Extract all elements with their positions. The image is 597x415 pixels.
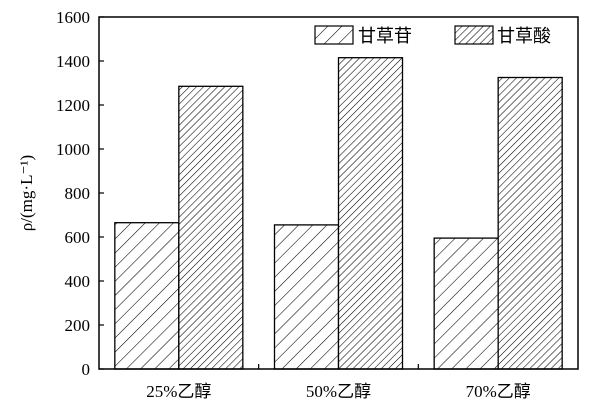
y-tick-label: 0 [82, 360, 91, 379]
x-axis: 25%乙醇 50%乙醇 70%乙醇 [146, 364, 531, 401]
x-category-label: 70%乙醇 [466, 382, 531, 401]
plot-frame [98, 16, 579, 370]
y-axis-label: ρ/(mg·L⁻¹) [17, 155, 36, 231]
bars-group [114, 57, 563, 370]
x-category-label: 50%乙醇 [306, 382, 371, 401]
bar-series-1-cat-1 [114, 222, 180, 370]
y-tick-label: 600 [65, 228, 91, 247]
y-tick-label: 1600 [56, 8, 90, 27]
y-tick-label: 1400 [56, 52, 90, 71]
y-tick-label: 1000 [56, 140, 90, 159]
legend-swatch-series-1 [314, 25, 354, 45]
y-tick-label: 400 [65, 272, 91, 291]
legend-label-series-2: 甘草酸 [497, 26, 551, 46]
x-category-label: 25%乙醇 [146, 382, 211, 401]
bar-series-1-cat-3 [433, 237, 499, 370]
bar-series-2-cat-1 [178, 85, 244, 370]
y-tick-label: 800 [65, 184, 91, 203]
bar-series-2-cat-2 [337, 57, 404, 370]
y-axis: 0 200 400 600 800 1000 1200 1400 1600 [56, 8, 104, 379]
y-tick-label: 200 [65, 316, 91, 335]
bar-series-1-cat-2 [273, 224, 340, 370]
bar-series-2-cat-3 [497, 76, 563, 370]
y-tick-label: 1200 [56, 96, 90, 115]
legend-label-series-1: 甘草苷 [358, 26, 412, 46]
legend: 甘草苷 甘草酸 [314, 25, 551, 46]
legend-swatch-series-2 [454, 25, 494, 45]
